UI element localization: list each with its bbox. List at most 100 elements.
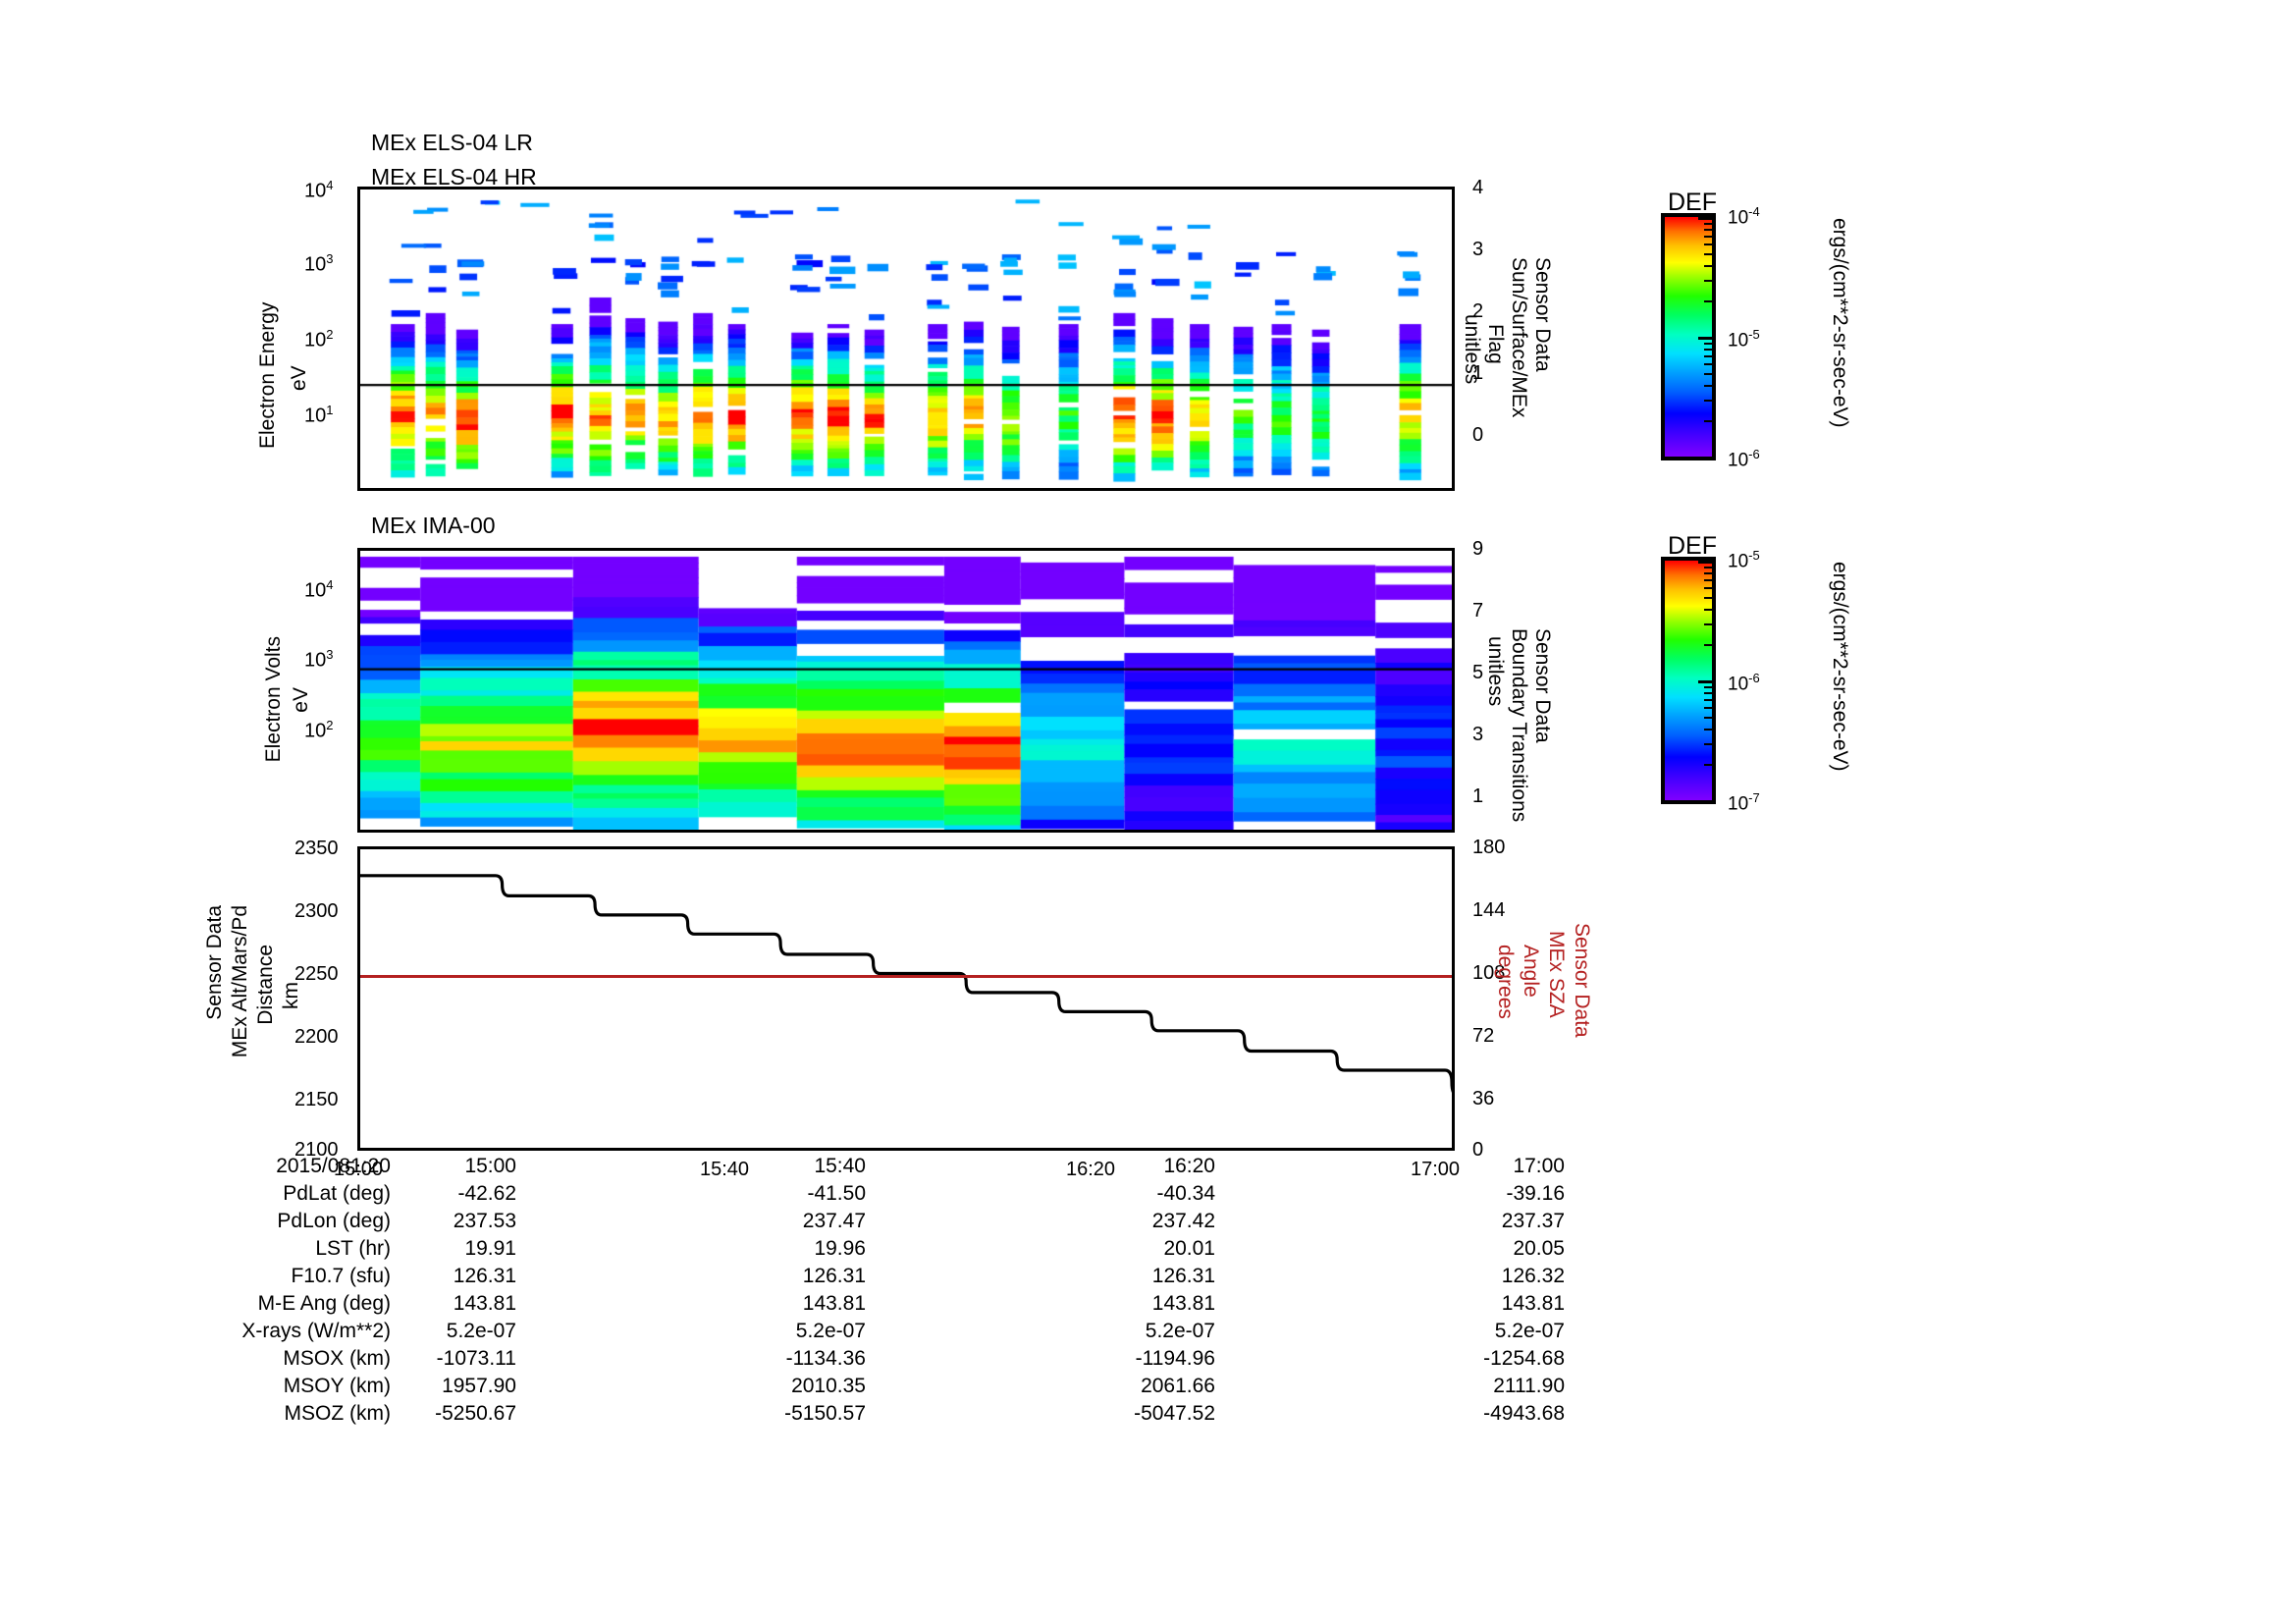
- table-row: MSOZ (km) -5250.67 -5150.57 -5047.52 -4943.6…: [165, 1402, 1565, 1430]
- panel1-spectrogram[interactable]: [357, 187, 1455, 491]
- table-row: M-E Ang (deg) 143.81 143.81 143.81 143.81: [165, 1292, 1565, 1320]
- row-label: PdLat (deg): [283, 1182, 391, 1205]
- panel3-y-axis-line2: MEx Alt/Mars/Pd: [229, 905, 251, 1058]
- row-value: 143.81: [802, 1292, 866, 1315]
- row-value: 5.2e-07: [1494, 1320, 1565, 1342]
- panel3-ytick-4: 2150: [294, 1089, 339, 1110]
- row-value: 143.81: [1151, 1292, 1215, 1315]
- altitude-trace: [360, 874, 1452, 1099]
- row-label: F10.7 (sfu): [291, 1265, 391, 1287]
- panel2-spectrogram[interactable]: [357, 548, 1455, 833]
- row-value: 143.81: [1501, 1292, 1565, 1315]
- colorbar-1-bottom-label: 10-6: [1728, 447, 1760, 471]
- colorbar-1: [1661, 213, 1716, 460]
- panel1-rtick-2: 2: [1472, 300, 1484, 322]
- row-value: 5.2e-07: [446, 1320, 516, 1342]
- row-value: 20.05: [1513, 1237, 1565, 1260]
- panel3-lineplot[interactable]: [357, 846, 1455, 1151]
- panel3-right-axis-line1: Sensor Data: [1571, 923, 1594, 1038]
- sza-trace: [360, 975, 1452, 979]
- panel1-right-axis-line3: Flag: [1484, 324, 1508, 364]
- colorbar-1-top-label: 10-4: [1728, 204, 1760, 229]
- ephemeris-table: 2015/081:20 15:00 15:40 16:20 17:00 PdLat (de…: [165, 1155, 1565, 1430]
- panel2-rtick-0: 9: [1472, 538, 1484, 560]
- panel3-ytick-2: 2250: [294, 963, 339, 985]
- panel1-right-axis-title: Sensor Data: [1531, 257, 1555, 372]
- panel2-y-axis-unit: eV: [290, 687, 312, 713]
- row-value: -41.50: [807, 1182, 866, 1205]
- panel3-right-axis-line3: Angle: [1520, 945, 1543, 998]
- panel1-ytick-0: 104: [304, 178, 334, 202]
- panel2-rtick-3: 3: [1472, 724, 1484, 745]
- row-value: 237.37: [1501, 1210, 1565, 1232]
- row-value: 17:00: [1513, 1155, 1565, 1177]
- panel3-right-axis-line2: MEx SZA: [1545, 931, 1569, 1018]
- panel1-title-lr: MEx ELS-04 LR: [371, 130, 533, 155]
- table-row: PdLon (deg) 237.53 237.47 237.42 237.37: [165, 1210, 1565, 1237]
- panel1-y-axis-title: Electron Energy: [256, 301, 279, 449]
- panel1-rtick-4: 0: [1472, 424, 1484, 446]
- panel3-ytick-0: 2350: [294, 838, 339, 859]
- panel1-rtick-1: 3: [1472, 239, 1484, 260]
- panel3-rtick-3: 72: [1472, 1025, 1495, 1047]
- colorbar-1-mid-label: 10-5: [1728, 327, 1760, 352]
- row-value: 2010.35: [791, 1375, 866, 1397]
- colorbar-1-title: DEF: [1668, 189, 1717, 216]
- row-value: 15:00: [464, 1155, 516, 1177]
- colorbar-1-units: ergs/(cm**2-sr-sec-eV): [1829, 218, 1851, 428]
- panel3-ytick-1: 2300: [294, 900, 339, 922]
- row-value: -1073.11: [436, 1347, 516, 1370]
- panel2-y-axis-title: Electron Volts: [262, 636, 285, 763]
- panel3-y-axis-line4: km: [280, 982, 302, 1009]
- panel2-ytick-2: 102: [304, 718, 334, 742]
- xtick-3: 17:00: [1411, 1159, 1461, 1180]
- row-value: 5.2e-07: [1145, 1320, 1215, 1342]
- row-value: 126.31: [1151, 1265, 1215, 1287]
- table-row: LST (hr) 19.91 19.96 20.01 20.05: [165, 1237, 1565, 1265]
- panel3-right-axis-line4: degrees: [1494, 945, 1518, 1019]
- panel2-ytick-0: 104: [304, 577, 334, 602]
- row-label: MSOZ (km): [284, 1402, 391, 1425]
- table-row: MSOX (km) -1073.11 -1134.36 -1194.96 -1254.6…: [165, 1347, 1565, 1375]
- row-label: MSOY (km): [283, 1375, 391, 1397]
- row-value: -1194.96: [1135, 1347, 1215, 1370]
- row-value: 237.47: [802, 1210, 866, 1232]
- colorbar-2-top-label: 10-5: [1728, 548, 1760, 572]
- row-value: -1254.68: [1483, 1347, 1565, 1370]
- colorbar-2-mid-label: 10-6: [1728, 671, 1760, 695]
- panel3-y-axis-line3: Distance: [254, 945, 277, 1025]
- panel3-rtick-5: 0: [1472, 1139, 1484, 1161]
- row-value: 1957.90: [442, 1375, 516, 1397]
- row-value: -39.16: [1506, 1182, 1565, 1205]
- panel2-canvas: [360, 551, 1452, 830]
- panel2-rtick-4: 1: [1472, 785, 1484, 807]
- row-value: 237.42: [1151, 1210, 1215, 1232]
- panel3-rtick-4: 36: [1472, 1088, 1495, 1109]
- panel3-rtick-0: 180: [1472, 837, 1506, 858]
- row-value: -5250.67: [435, 1402, 516, 1425]
- panel3-ytick-3: 2200: [294, 1026, 339, 1048]
- panel2-right-axis-title: Sensor Data: [1531, 628, 1555, 743]
- table-row: MSOY (km) 1957.90 2010.35 2061.66 2111.90: [165, 1375, 1565, 1402]
- panel1-title-hr: MEx ELS-04 HR: [371, 164, 537, 189]
- row-value: -4943.68: [1483, 1402, 1565, 1425]
- row-value: 5.2e-07: [795, 1320, 866, 1342]
- row-label: X-rays (W/m**2): [241, 1320, 391, 1342]
- table-row: 2015/081:20 15:00 15:40 16:20 17:00: [165, 1155, 1565, 1182]
- row-value: 237.53: [453, 1210, 516, 1232]
- row-value: 143.81: [453, 1292, 516, 1315]
- row-value: 16:20: [1163, 1155, 1215, 1177]
- panel1-canvas: [360, 189, 1452, 488]
- row-value: 2061.66: [1141, 1375, 1215, 1397]
- colorbar-2: [1661, 557, 1716, 804]
- table-row: PdLat (deg) -42.62 -41.50 -40.34 -39.16: [165, 1182, 1565, 1210]
- row-value: 15:40: [814, 1155, 866, 1177]
- row-label: PdLon (deg): [277, 1210, 391, 1232]
- panel3-ytick-5: 2100: [294, 1139, 339, 1161]
- row-label: M-E Ang (deg): [257, 1292, 391, 1315]
- row-value: -1134.36: [785, 1347, 866, 1370]
- colorbar-2-title: DEF: [1668, 532, 1717, 560]
- panel2-ytick-1: 103: [304, 647, 334, 672]
- colorbar-2-bottom-label: 10-7: [1728, 790, 1760, 815]
- panel1-right-axis-line2: Sun/Surface/MEx: [1508, 257, 1531, 418]
